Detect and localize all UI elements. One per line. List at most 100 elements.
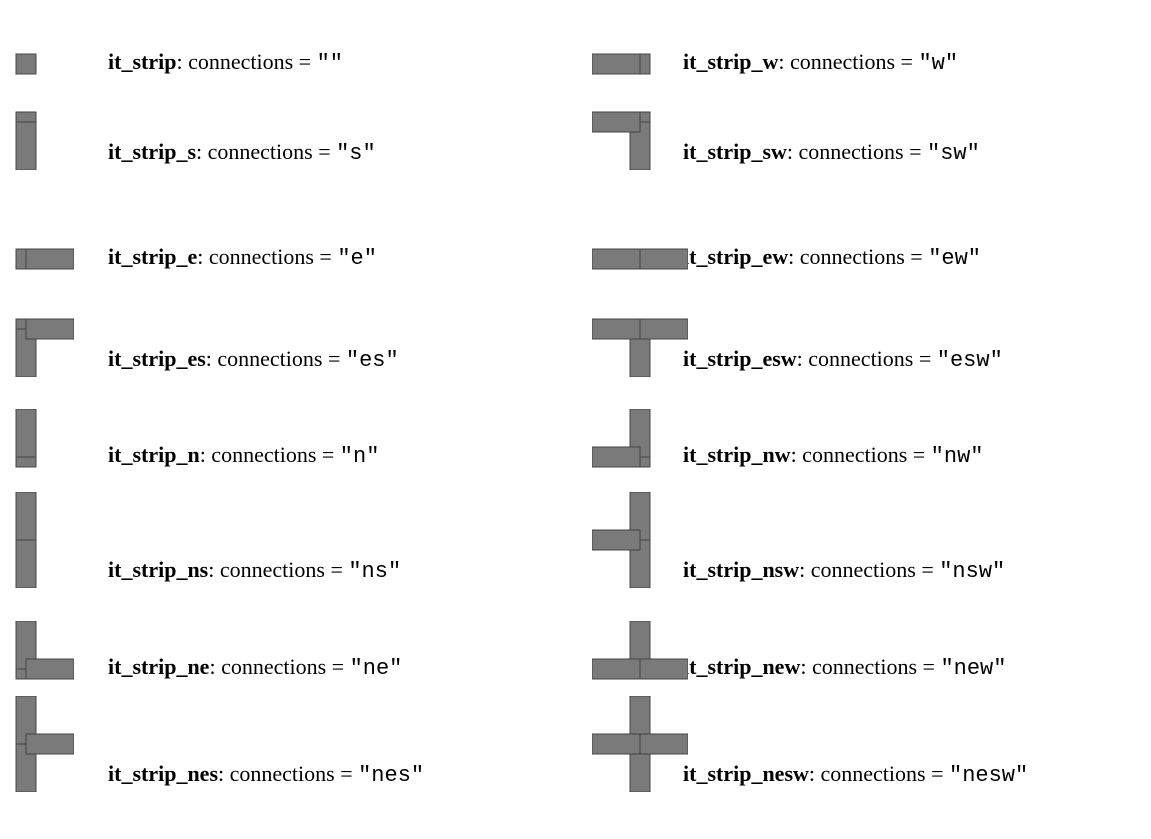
strip-icon: [592, 409, 651, 468]
strip-icon: [15, 318, 74, 377]
item: it_strip_sw: connections = "sw": [683, 138, 1143, 168]
strip-part: [592, 111, 641, 133]
strip-icon: [15, 621, 74, 680]
strip-part: [639, 248, 688, 270]
item-code: "ew": [928, 246, 982, 271]
item: it_strip_nes: connections = "nes": [108, 760, 578, 790]
item-name: it_strip_nsw: [683, 557, 800, 582]
item-code: "nesw": [949, 763, 1029, 788]
strip-part: [639, 733, 688, 755]
item-caption: : connections =: [209, 654, 345, 679]
strip-icon: [592, 318, 688, 377]
item-code: "nes": [358, 763, 425, 788]
item-caption: : connections =: [808, 761, 944, 786]
strip-part: [25, 318, 74, 340]
item: it_strip_s: connections = "s": [108, 138, 578, 168]
item-code: "ns": [348, 559, 402, 584]
item-name: it_strip_s: [108, 139, 196, 164]
item-caption: : connections =: [205, 346, 341, 371]
item: it_strip_ne: connections = "ne": [108, 653, 578, 683]
item: it_strip: connections = "": [108, 48, 578, 78]
item-caption: : connections =: [196, 139, 331, 164]
item: it_strip_es: connections = "es": [108, 345, 578, 375]
item-caption: : connections =: [788, 244, 923, 269]
strip-icon: [592, 696, 688, 792]
item: it_strip_nesw: connections = "nesw": [683, 760, 1143, 790]
item: it_strip_n: connections = "n": [108, 441, 578, 471]
item-code: "nsw": [939, 559, 1006, 584]
item-caption: : connections =: [786, 139, 922, 164]
item-code: "n": [339, 444, 380, 469]
item: it_strip_nw: connections = "nw": [683, 441, 1143, 471]
item-name: it_strip_esw: [683, 346, 797, 371]
item-code: "es": [345, 348, 399, 373]
strip-icon: [592, 111, 651, 170]
item-name: it_strip_nesw: [683, 761, 809, 786]
strip-part: [15, 121, 37, 170]
item-code: "sw": [927, 141, 980, 166]
item: it_strip_e: connections = "e": [108, 243, 578, 273]
item-code: "": [316, 51, 343, 76]
item-name: it_strip_sw: [683, 139, 787, 164]
strip-icon: [592, 53, 651, 75]
strip-part: [25, 248, 74, 270]
item-name: it_strip_n: [108, 442, 200, 467]
item-code: "nw": [930, 444, 984, 469]
strip-part: [25, 658, 74, 680]
item: it_strip_w: connections = "w": [683, 48, 1143, 78]
strip-part: [592, 53, 641, 75]
item-name: it_strip_es: [108, 346, 206, 371]
strip-icon: [15, 696, 74, 792]
item-caption: : connections =: [800, 654, 935, 679]
strip-part: [639, 318, 688, 340]
item-name: it_strip_new: [683, 654, 801, 679]
strip-part: [592, 658, 641, 680]
item-code: "esw": [936, 348, 1003, 373]
item-caption: : connections =: [778, 49, 913, 74]
item-name: it_strip_nes: [108, 761, 218, 786]
item-name: it_strip_w: [683, 49, 779, 74]
item-name: it_strip_nw: [683, 442, 791, 467]
strip-part: [15, 409, 37, 458]
item-code: "w": [918, 51, 959, 76]
strip-icon: [15, 492, 37, 588]
item-name: it_strip: [108, 49, 177, 74]
strip-part: [15, 539, 37, 588]
item: it_strip_ew: connections = "ew": [683, 243, 1143, 273]
item-caption: : connections =: [199, 442, 335, 467]
item-name: it_strip_e: [108, 244, 198, 269]
strip-part: [592, 248, 641, 270]
strip-part: [592, 733, 641, 755]
item-caption: : connections =: [218, 761, 353, 786]
item-code: "s": [336, 141, 376, 166]
item-code: "e": [337, 246, 377, 271]
strip-part: [25, 733, 74, 755]
strip-part: [592, 529, 641, 551]
item-caption: : connections =: [799, 557, 934, 582]
item-code: "ne": [349, 656, 403, 681]
item-caption: : connections =: [796, 346, 932, 371]
strip-icon: [592, 248, 688, 270]
strip-part: [15, 53, 37, 75]
strip-icon: [15, 111, 37, 170]
strip-icon: [15, 409, 37, 468]
item-caption: : connections =: [197, 244, 332, 269]
strip-icon: [592, 492, 651, 588]
strip-part: [592, 446, 641, 468]
item: it_strip_esw: connections = "esw": [683, 345, 1143, 375]
item-caption: : connections =: [176, 49, 312, 74]
item-name: it_strip_ew: [683, 244, 789, 269]
item-code: "new": [940, 656, 1007, 681]
item: it_strip_new: connections = "new": [683, 653, 1143, 683]
strip-part: [639, 658, 688, 680]
item: it_strip_ns: connections = "ns": [108, 556, 578, 586]
strip-part: [15, 492, 37, 541]
strip-part: [592, 318, 641, 340]
item-name: it_strip_ns: [108, 557, 209, 582]
item-name: it_strip_ne: [108, 654, 210, 679]
strip-icon: [15, 248, 74, 270]
strip-icon: [15, 53, 37, 75]
item: it_strip_nsw: connections = "nsw": [683, 556, 1143, 586]
strip-icon: [592, 621, 688, 680]
